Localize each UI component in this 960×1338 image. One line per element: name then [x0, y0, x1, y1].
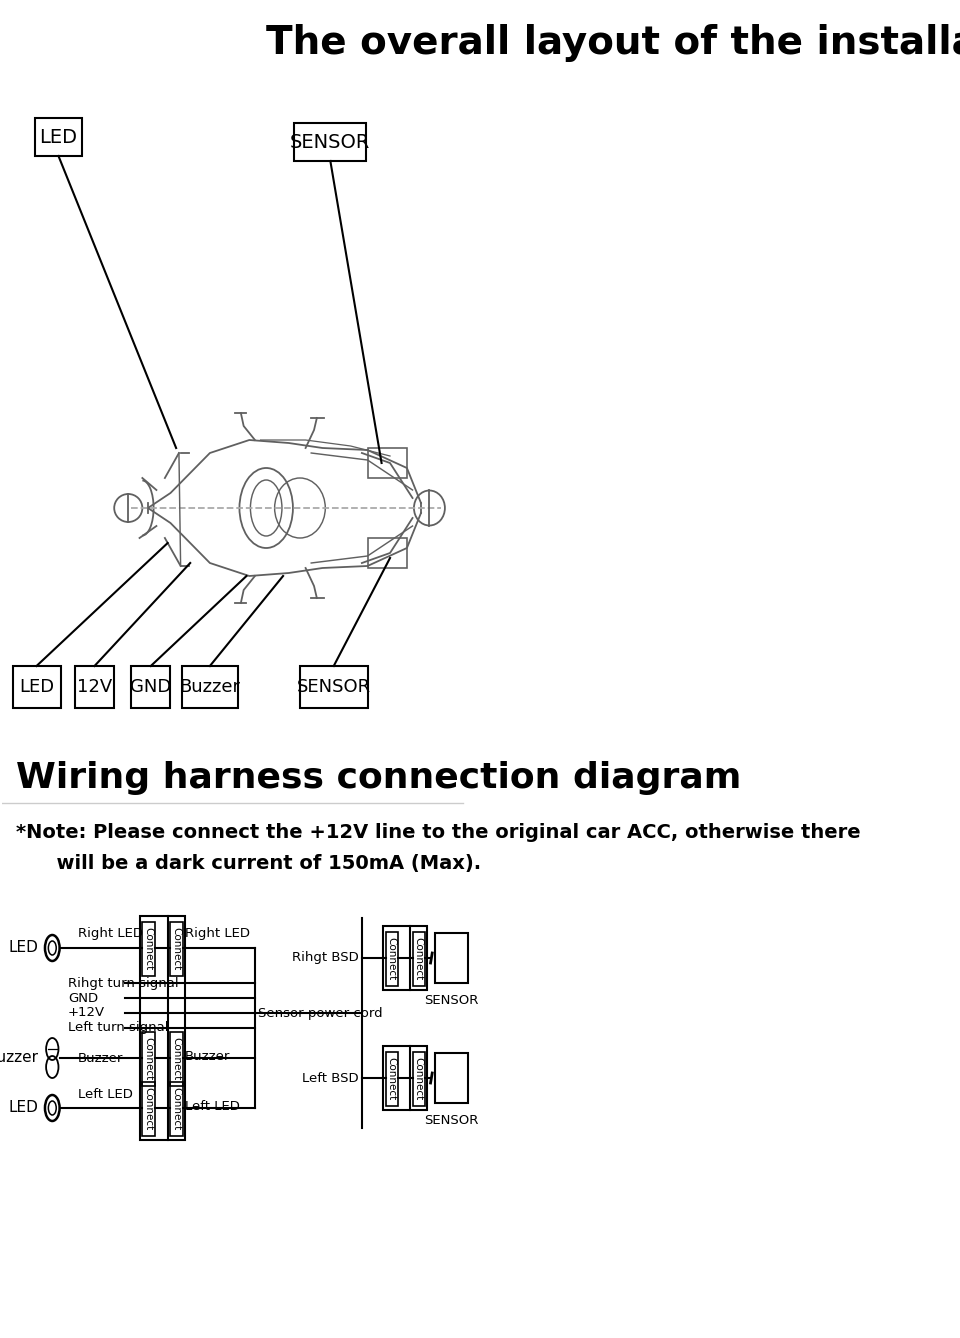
Bar — [171, 1032, 182, 1086]
Text: LED: LED — [39, 127, 78, 146]
Bar — [413, 1052, 425, 1107]
Text: +12V: +12V — [68, 1006, 106, 1020]
Text: Left LED: Left LED — [185, 1100, 240, 1112]
Text: Connect: Connect — [172, 927, 181, 970]
Text: Buzzer: Buzzer — [185, 1049, 230, 1062]
Text: LED: LED — [19, 678, 55, 696]
Text: GND: GND — [68, 991, 98, 1005]
Text: Connect: Connect — [387, 938, 396, 981]
Text: Rihgt BSD: Rihgt BSD — [292, 951, 359, 965]
Text: Left LED: Left LED — [78, 1088, 132, 1100]
Bar — [386, 1052, 397, 1107]
Bar — [383, 926, 427, 990]
Text: The overall layout of the installation: The overall layout of the installation — [266, 24, 960, 62]
Text: Connect: Connect — [414, 938, 423, 981]
Text: SENSOR: SENSOR — [424, 994, 479, 1008]
Text: Left BSD: Left BSD — [302, 1072, 359, 1085]
Text: *Note: Please connect the +12V line to the original car ACC, otherwise there: *Note: Please connect the +12V line to t… — [15, 823, 860, 843]
Text: 12V: 12V — [77, 678, 112, 696]
Bar — [36, 118, 82, 157]
Text: Left turn signal: Left turn signal — [68, 1021, 169, 1034]
Bar — [383, 1046, 427, 1111]
Bar — [171, 922, 182, 975]
Bar — [368, 538, 407, 569]
Text: SENSOR: SENSOR — [297, 678, 371, 696]
Bar — [435, 933, 468, 983]
Bar — [140, 917, 185, 1140]
Text: SENSOR: SENSOR — [290, 132, 371, 151]
Text: Right LED: Right LED — [185, 927, 251, 941]
Text: will be a dark current of 150mA (Max).: will be a dark current of 150mA (Max). — [15, 854, 481, 872]
Bar — [386, 933, 397, 986]
Text: Buzzer: Buzzer — [0, 1050, 38, 1065]
Text: LED: LED — [9, 1100, 38, 1116]
Bar — [12, 666, 60, 708]
Bar — [75, 666, 114, 708]
Bar — [132, 666, 171, 708]
Bar — [181, 666, 238, 708]
Bar — [142, 922, 155, 975]
Text: Connect: Connect — [387, 1057, 396, 1101]
Text: Connect: Connect — [414, 1057, 423, 1101]
Text: Connect: Connect — [172, 1088, 181, 1131]
Bar — [142, 1082, 155, 1136]
Bar — [413, 933, 425, 986]
Text: Rihgt turn signal: Rihgt turn signal — [68, 977, 179, 990]
Text: LED: LED — [9, 941, 38, 955]
Bar — [142, 1032, 155, 1086]
Text: Sensor power cord: Sensor power cord — [257, 1006, 382, 1020]
Text: Connect: Connect — [172, 1037, 181, 1081]
Text: Connect: Connect — [144, 1088, 154, 1131]
Bar — [435, 1053, 468, 1103]
Text: Connect: Connect — [144, 927, 154, 970]
Bar — [171, 1082, 182, 1136]
Text: Wiring harness connection diagram: Wiring harness connection diagram — [15, 761, 741, 795]
Text: SENSOR: SENSOR — [424, 1115, 479, 1127]
Text: Connect: Connect — [144, 1037, 154, 1081]
Text: GND: GND — [131, 678, 172, 696]
Text: Right LED: Right LED — [78, 927, 143, 941]
Bar — [300, 666, 368, 708]
Text: Buzzer: Buzzer — [180, 678, 240, 696]
Bar — [295, 123, 367, 161]
Bar — [368, 448, 407, 478]
Text: Buzzer: Buzzer — [78, 1052, 123, 1065]
